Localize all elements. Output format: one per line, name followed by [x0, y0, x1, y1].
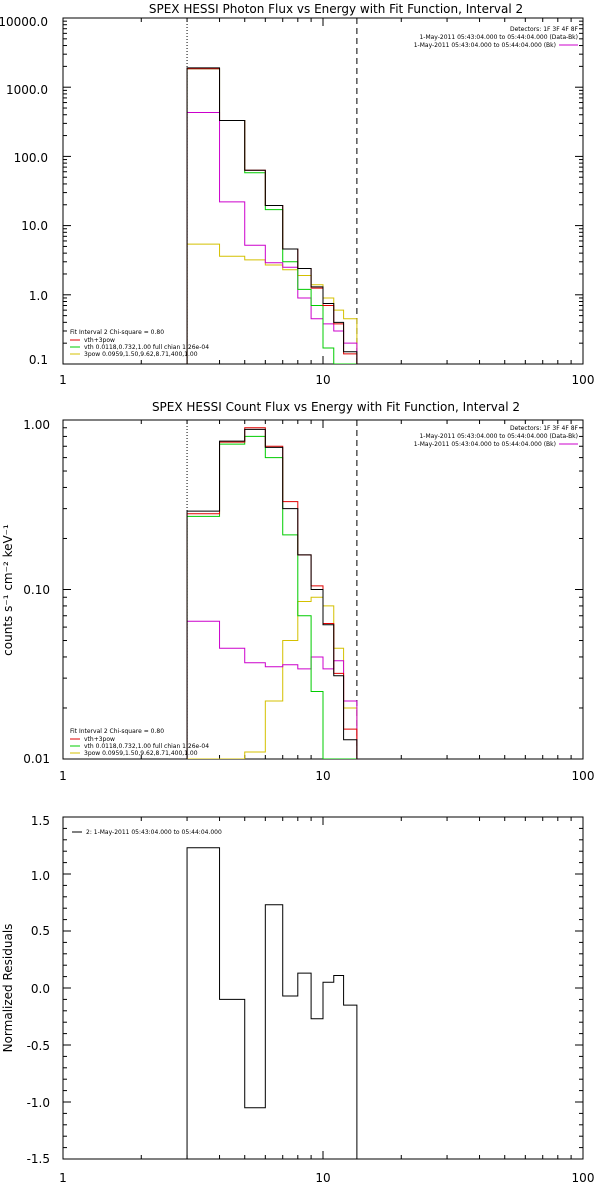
- count-xtick-10: 10: [315, 769, 330, 783]
- photon-bk-interval-label: 1-May-2011 05:43:04.000 to 05:44:04.000 …: [414, 42, 556, 49]
- count-ytick-1.00: 1.00: [23, 418, 50, 432]
- count-flux-panel: SPEX HESSI Count Flux vs Energy with Fit…: [1, 400, 594, 783]
- count-legend-pow: 3pow 0.0959,1.50,9.62,8.71,400,1.00: [84, 750, 198, 757]
- photon-xtick-10: 10: [315, 373, 330, 387]
- count-ytick-0.10: 0.10: [23, 583, 50, 597]
- photon-detectors-label: Detectors: 1F 3F 4F 8F: [510, 26, 579, 33]
- count-chart-title: SPEX HESSI Count Flux vs Energy with Fit…: [152, 400, 520, 414]
- photon-ytick-1000: 1000.0: [6, 83, 48, 97]
- count-ylabel: counts s⁻¹ cm⁻² keV⁻¹: [1, 524, 15, 656]
- photon-legend-vth: vth 0.0118,0.732,1.00 full chian 1.26e-0…: [84, 344, 209, 351]
- residuals-ytick-0.5: 0.5: [31, 924, 50, 938]
- count-detectors-label: Detectors: 1F 3F 4F 8F: [510, 425, 579, 432]
- photon-ytick-1: 1.0: [29, 289, 48, 303]
- count-data-interval-label: 1-May-2011 05:43:04.000 to 05:44:04.000 …: [419, 433, 578, 440]
- count-series-bk: [186, 620, 358, 759]
- residuals-legend-label: 2: 1-May-2011 05:43:04.000 to 05:44:04.0…: [86, 829, 222, 836]
- photon-series-pow: [186, 243, 358, 364]
- count-series-group: [62, 419, 583, 760]
- photon-series-bk: [186, 112, 358, 364]
- residuals-ytick-1.0: 1.0: [31, 869, 50, 883]
- residuals-series-total: [186, 847, 358, 1159]
- residuals-ytick-neg1.0: -1.0: [27, 1096, 50, 1110]
- photon-ytick-100: 100.0: [14, 151, 48, 165]
- photon-xtick-100: 100: [572, 373, 595, 387]
- residuals-xtick-1: 1: [59, 1171, 67, 1185]
- photon-xtick-1: 1: [59, 373, 67, 387]
- residuals-ytick-0.0: 0.0: [31, 982, 50, 996]
- photon-series-group: [62, 17, 583, 365]
- count-series-vth-3pow: [186, 427, 358, 759]
- count-xtick-100: 100: [572, 769, 595, 783]
- photon-ytick-10000: 10000.0: [0, 15, 48, 29]
- residuals-xtick-10: 10: [315, 1171, 330, 1185]
- count-legend-vth: vth 0.0118,0.732,1.00 full chian 1.26e-0…: [84, 743, 209, 750]
- residuals-xtick-100: 100: [572, 1171, 595, 1185]
- count-series-pow: [187, 596, 358, 759]
- photon-legend-pow: 3pow 0.0959,1.50,9.62,8.71,400,1.00: [84, 351, 198, 358]
- photon-legend-vth-3pow: vth+3pow: [84, 337, 115, 344]
- count-ytick-0.01: 0.01: [23, 752, 50, 766]
- residuals-ytick-neg0.5: -0.5: [27, 1039, 50, 1053]
- residuals-ytick-1.5: 1.5: [31, 814, 50, 828]
- count-legend-vth-3pow: vth+3pow: [84, 736, 115, 743]
- photon-data-interval-label: 1-May-2011 05:43:04.000 to 05:44:04.000 …: [419, 34, 578, 41]
- count-bk-interval-label: 1-May-2011 05:43:04.000 to 05:44:04.000 …: [414, 441, 556, 448]
- residuals-series-group: [62, 816, 583, 1160]
- photon-ytick-0.1: 0.1: [29, 353, 48, 367]
- count-series-vth: [186, 435, 357, 759]
- photon-ytick-10: 10.0: [21, 219, 48, 233]
- photon-flux-panel: SPEX HESSI Photon Flux vs Energy with Fi…: [0, 2, 594, 387]
- photon-series-total: [186, 67, 358, 364]
- count-fit-label: Fit Interval 2 Chi-square = 0.80: [70, 728, 164, 735]
- residuals-ytick-neg1.5: -1.5: [27, 1152, 50, 1166]
- count-xtick-1: 1: [59, 769, 67, 783]
- photon-fit-label: Fit Interval 2 Chi-square = 0.80: [70, 329, 164, 336]
- photon-chart-title: SPEX HESSI Photon Flux vs Energy with Fi…: [149, 2, 523, 16]
- residuals-panel: Normalized Residuals 1.5 1.0 0.5 0.0 -0.…: [1, 814, 594, 1185]
- residuals-ylabel: Normalized Residuals: [1, 924, 15, 1053]
- count-series-total: [186, 428, 358, 759]
